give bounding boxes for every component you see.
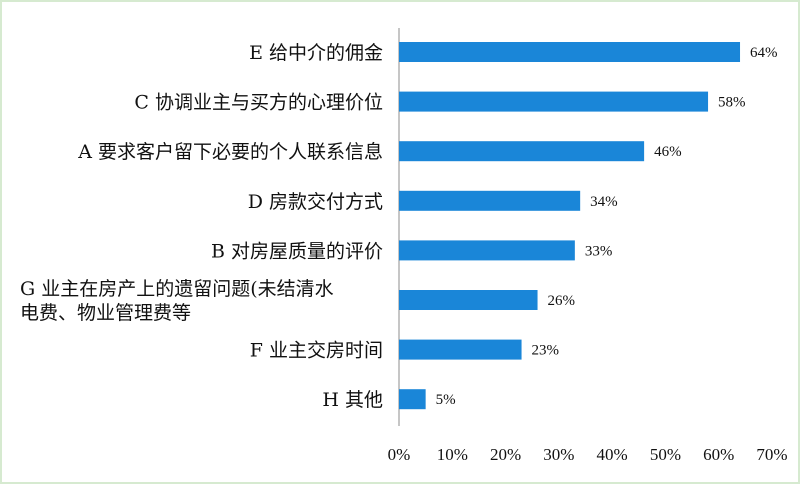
value-label: 26% [548,293,576,309]
bar [399,42,741,62]
bar [399,290,538,310]
category-label: A 要求客户留下必要的个人联系信息 [77,141,383,163]
category-label: D 房款交付方式 [248,191,383,213]
x-tick-label: 10% [437,445,468,464]
category-label: G 业主在房产上的遗留问题(未结清水 [20,278,334,300]
category-label: B 对房屋质量的评价 [211,240,383,262]
x-tick-label: 60% [703,445,734,464]
bar [399,240,575,261]
x-tick-label: 30% [543,445,574,464]
bar [399,91,709,112]
x-tick-label: 40% [597,445,628,464]
value-label: 33% [585,243,613,259]
bars-layer [399,42,741,410]
value-label: 46% [654,144,682,160]
bar [399,141,645,162]
labels-layer: 64% E 给中介的佣金 58% C 协调业主与买方的心理价位 46% A 要求客户留下必… [20,42,778,411]
category-label: E 给中介的佣金 [249,42,383,64]
value-label: 64% [750,45,778,61]
category-label: 电费、物业管理费等 [20,302,191,324]
value-label: 34% [590,194,618,210]
x-tick-label: 50% [650,445,681,464]
value-label: 23% [532,343,560,359]
x-tick-label: 70% [756,445,787,464]
value-label: 5% [436,392,456,408]
category-label: C 协调业主与买方的心理价位 [134,92,383,114]
axis-layer: 0% 10% 20% 30% 40% 50% 60% 70% [388,28,788,464]
x-tick-label: 20% [490,445,521,464]
value-label: 58% [718,95,746,111]
bar [399,389,426,410]
bar [399,190,581,211]
bar [399,339,522,360]
category-label: F 业主交房时间 [250,340,383,362]
x-tick-label: 0% [388,445,411,464]
category-label: H 其他 [322,389,383,411]
